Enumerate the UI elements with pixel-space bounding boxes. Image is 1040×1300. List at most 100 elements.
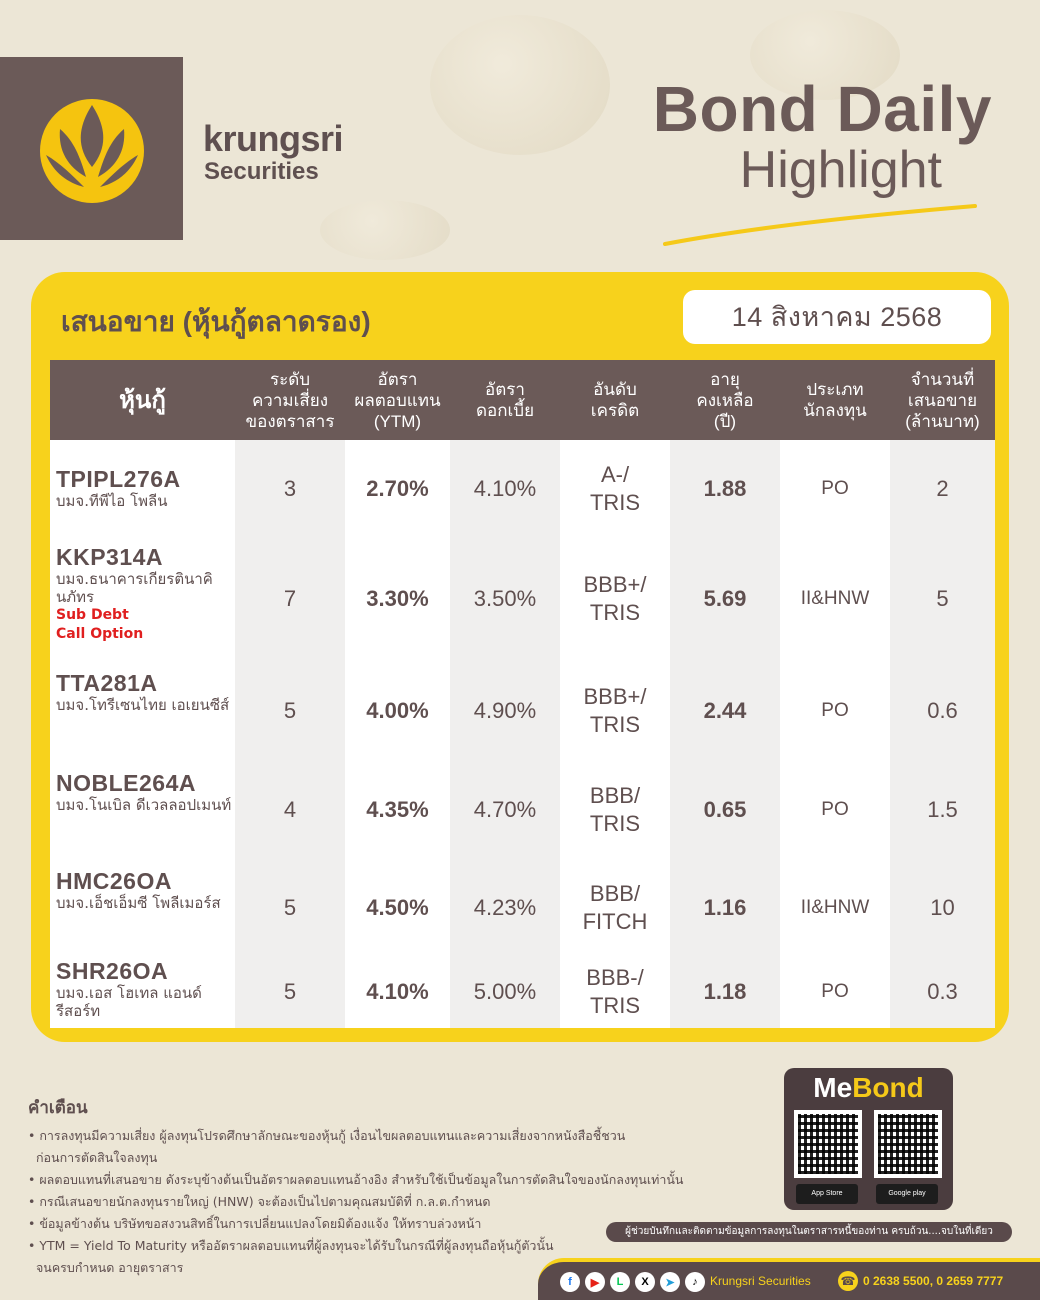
investor-type: II&HNW	[800, 588, 870, 609]
offer-amount: 1.5	[927, 797, 958, 822]
warning-item: • YTM = Yield To Maturity หรืออัตราผลตอบ…	[28, 1238, 554, 1253]
investor-type: PO	[821, 981, 849, 1002]
panel-title: เสนอขาย (หุ้นกู้ตลาดรอง)	[61, 306, 371, 337]
header-amount: จำนวนที่ เสนอขาย (ล้านบาท)	[905, 369, 980, 431]
footer-bar: f ▶ L X ➤ ♪ Krungsri Securities ☎ 0 2638…	[538, 1258, 1040, 1300]
column-shade	[235, 440, 345, 1028]
warning-item: • กรณีเสนอขายนักลงทุนรายใหญ่ (HNW) จะต้อ…	[28, 1194, 491, 1209]
column-shade	[450, 440, 560, 1028]
column-shade	[890, 440, 995, 1028]
ytm-value: 4.00%	[366, 698, 429, 723]
bond-code: HMC26OA	[56, 868, 172, 894]
warning-item: • ข้อมูลข้างต้น บริษัทขอสงวนสิทธิ์ในการเ…	[28, 1216, 482, 1231]
krungsri-logo-icon	[38, 97, 146, 205]
remaining-term: 1.88	[703, 476, 747, 501]
table-row: SHR26OA บมจ.เอส โฮเทล แอนด์ รีสอร์ท 5 4.…	[50, 956, 995, 1028]
header-investor: ประเภท นักลงทุน	[803, 380, 867, 420]
header-risk: ระดับ ความเสี่ยง ของตราสาร	[245, 369, 335, 431]
header-term: อายุ คงเหลือ (ปี)	[696, 369, 754, 431]
date-badge: 14 สิงหาคม 2568	[683, 290, 991, 344]
risk-level: 7	[283, 586, 297, 611]
brand-subtitle: Securities	[204, 158, 319, 185]
credit-rating: BBB/ TRIS	[589, 783, 641, 836]
remaining-term: 2.44	[703, 698, 747, 723]
warning-item: • ผลตอบแทนที่เสนอขาย ดังระบุข้างต้นเป็นอ…	[28, 1172, 684, 1187]
credit-rating: BBB+/ TRIS	[583, 684, 647, 737]
swoosh-decoration	[663, 204, 977, 246]
qr-code-icon[interactable]	[874, 1110, 942, 1178]
bond-issuer: บมจ.โทรีเซนไทย เอเยนซีส์	[56, 696, 230, 714]
coupon-rate: 5.00%	[473, 979, 537, 1004]
facebook-icon[interactable]: f	[560, 1272, 580, 1292]
column-shade	[670, 440, 780, 1028]
risk-level: 5	[283, 698, 297, 723]
risk-level: 5	[283, 979, 297, 1004]
offer-amount: 5	[936, 586, 949, 611]
table-row: HMC26OA บมจ.เอ็ชเอ็มซี โพลีเมอร์ส 5 4.50…	[50, 860, 995, 956]
background-coin	[320, 200, 450, 260]
investor-type: PO	[821, 700, 849, 721]
sub-debt-tag: Sub Debt	[56, 607, 129, 623]
bond-issuer: บมจ.โนเบิล ดีเวลลอปเมนท์	[56, 796, 232, 814]
telegram-icon[interactable]: ➤	[660, 1272, 680, 1292]
warning-item: จนครบกำหนด อายุตราสาร	[28, 1260, 184, 1275]
risk-level: 5	[283, 895, 297, 920]
table-header: หุ้นกู้ ระดับ ความเสี่ยง ของตราสาร อัตรา…	[50, 360, 995, 440]
table-row: NOBLE264A บมจ.โนเบิล ดีเวลลอปเมนท์ 4 4.3…	[50, 760, 995, 860]
ytm-value: 4.10%	[366, 979, 429, 1004]
credit-rating: BBB-/ TRIS	[586, 965, 644, 1018]
risk-level: 4	[283, 797, 297, 822]
line-icon[interactable]: L	[610, 1272, 630, 1292]
table-row: TPIPL276A บมจ.ทีพีไอ โพลีน 3 2.70% 4.10%…	[50, 442, 995, 536]
social-icons: f ▶ L X ➤ ♪	[560, 1272, 705, 1292]
coupon-rate: 4.90%	[473, 698, 537, 723]
phone-icon: ☎	[838, 1271, 858, 1291]
risk-level: 3	[283, 476, 297, 501]
remaining-term: 1.16	[703, 895, 747, 920]
bond-name-cell: HMC26OA บมจ.เอ็ชเอ็มซี โพลีเมอร์ส	[56, 860, 234, 956]
ytm-value: 4.50%	[366, 895, 429, 920]
background-coin	[430, 15, 610, 155]
investor-type: II&HNW	[800, 897, 870, 918]
youtube-icon[interactable]: ▶	[585, 1272, 605, 1292]
google-play-button[interactable]: Google play	[876, 1184, 938, 1204]
qr-code-icon[interactable]	[794, 1110, 862, 1178]
call-option-tag: Call Option	[56, 626, 144, 642]
x-icon[interactable]: X	[635, 1272, 655, 1292]
mebond-logo-bond: Bond	[852, 1072, 924, 1103]
bond-name-cell: TTA281A บมจ.โทรีเซนไทย เอเยนซีส์	[56, 662, 234, 760]
ytm-value: 3.30%	[366, 586, 429, 611]
investor-type: PO	[821, 799, 849, 820]
warning-section: คำเตือน • การลงทุนมีความเสี่ยง ผู้ลงทุนโ…	[28, 1094, 748, 1279]
remaining-term: 0.65	[703, 797, 747, 822]
table-row: TTA281A บมจ.โทรีเซนไทย เอเยนซีส์ 5 4.00%…	[50, 662, 995, 760]
app-slogan: ผู้ช่วยบันทึกและติดตามข้อมูลการลงทุนในตร…	[606, 1222, 1012, 1242]
coupon-rate: 4.23%	[473, 895, 537, 920]
ytm-value: 4.35%	[366, 797, 429, 822]
brand-name: krungsri	[203, 118, 344, 159]
investor-type: PO	[821, 478, 849, 499]
bond-code: KKP314A	[56, 544, 164, 570]
header-coupon: อัตรา ดอกเบี้ย	[475, 380, 535, 420]
remaining-term: 1.18	[703, 979, 747, 1004]
tiktok-icon[interactable]: ♪	[685, 1272, 705, 1292]
app-store-button[interactable]: App Store	[796, 1184, 858, 1204]
warning-item: ก่อนการตัดสินใจลงทุน	[28, 1150, 158, 1165]
bond-code: TPIPL276A	[56, 466, 181, 492]
bond-name-cell: NOBLE264A บมจ.โนเบิล ดีเวลลอปเมนท์	[56, 760, 234, 860]
offer-amount: 0.6	[927, 698, 958, 723]
bond-name-cell: KKP314A บมจ.ธนาคารเกียรตินาคินภัทร Sub D…	[56, 536, 234, 662]
bond-code: SHR26OA	[56, 958, 169, 984]
offer-amount: 0.3	[927, 979, 958, 1004]
mebond-logo: MeBond	[784, 1072, 953, 1104]
footer-phone[interactable]: 0 2638 5500, 0 2659 7777	[863, 1274, 1004, 1288]
bond-table: หุ้นกู้ ระดับ ความเสี่ยง ของตราสาร อัตรา…	[50, 360, 995, 1028]
credit-rating: BBB/ FITCH	[582, 881, 648, 934]
bond-issuer: บมจ.เอ็ชเอ็มซี โพลีเมอร์ส	[56, 894, 221, 912]
bond-code: TTA281A	[56, 670, 158, 696]
bond-name-cell: SHR26OA บมจ.เอส โฮเทล แอนด์ รีสอร์ท	[56, 956, 234, 1028]
bond-issuer: บมจ.ทีพีไอ โพลีน	[56, 492, 168, 510]
remaining-term: 5.69	[703, 586, 747, 611]
warning-item: • การลงทุนมีความเสี่ยง ผู้ลงทุนโปรดศึกษา…	[28, 1128, 626, 1143]
mebond-app-card: MeBond App Store Google play	[784, 1068, 953, 1210]
